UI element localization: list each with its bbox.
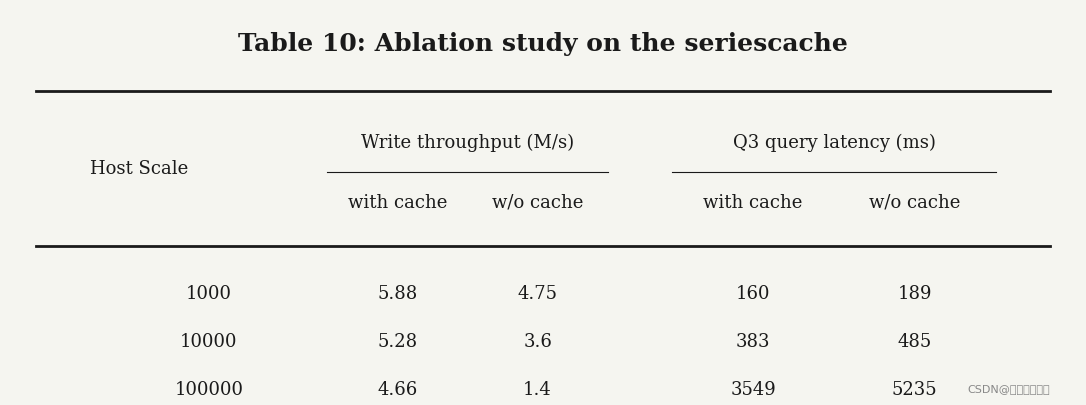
Text: 5235: 5235 <box>892 380 937 398</box>
Text: 100000: 100000 <box>175 380 243 398</box>
Text: 5.88: 5.88 <box>378 285 418 303</box>
Text: CSDN@李兆龙的博客: CSDN@李兆龙的博客 <box>967 383 1049 393</box>
Text: 160: 160 <box>736 285 770 303</box>
Text: Host Scale: Host Scale <box>90 160 189 178</box>
Text: Table 10: Ablation study on the seriescache: Table 10: Ablation study on the seriesca… <box>238 32 848 56</box>
Text: 1000: 1000 <box>186 285 232 303</box>
Text: Q3 query latency (ms): Q3 query latency (ms) <box>733 134 935 152</box>
Text: 4.75: 4.75 <box>518 285 557 303</box>
Text: 3549: 3549 <box>730 380 776 398</box>
Text: 485: 485 <box>898 333 932 350</box>
Text: 3.6: 3.6 <box>523 333 552 350</box>
Text: 189: 189 <box>897 285 932 303</box>
Text: w/o cache: w/o cache <box>492 194 583 211</box>
Text: with cache: with cache <box>704 194 803 211</box>
Text: 1.4: 1.4 <box>523 380 552 398</box>
Text: 4.66: 4.66 <box>378 380 418 398</box>
Text: 10000: 10000 <box>180 333 238 350</box>
Text: with cache: with cache <box>348 194 447 211</box>
Text: Write throughput (M/s): Write throughput (M/s) <box>361 134 574 152</box>
Text: w/o cache: w/o cache <box>869 194 960 211</box>
Text: 383: 383 <box>736 333 770 350</box>
Text: 5.28: 5.28 <box>378 333 418 350</box>
